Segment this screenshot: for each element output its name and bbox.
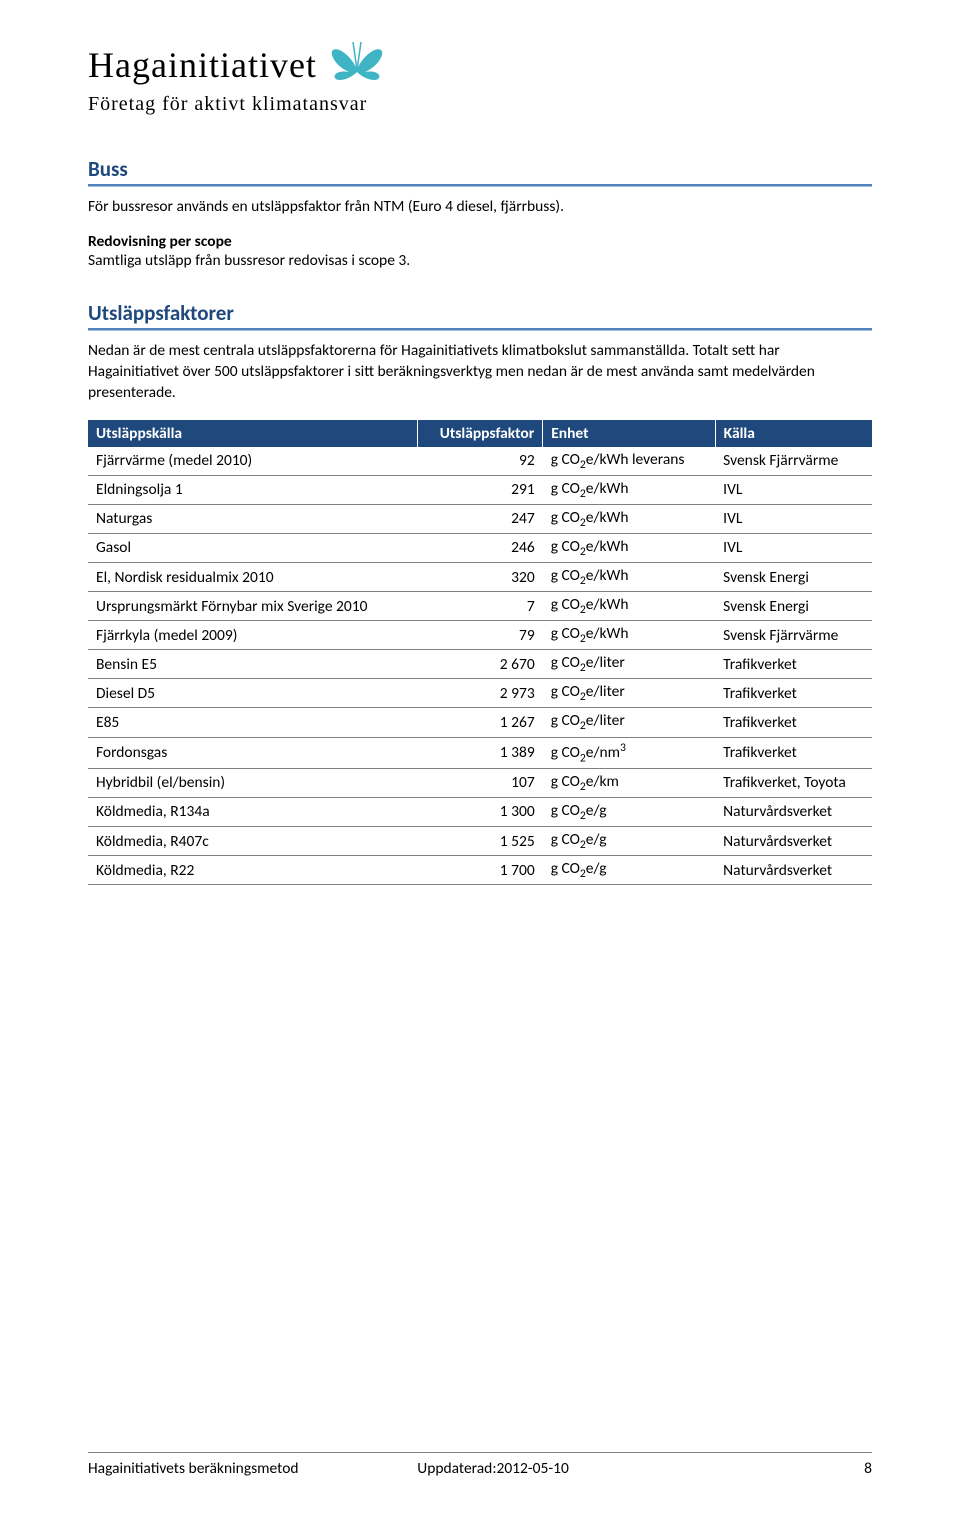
table-row: Köldmedia, R134a1 300g CO2e/gNaturvårdsv… — [88, 797, 872, 826]
table-row: E851 267g CO2e/literTrafikverket — [88, 708, 872, 737]
cell-unit: g CO2e/kWh — [543, 621, 715, 650]
heading-utslapp: Utsläppsfaktorer — [88, 300, 872, 326]
table-row: El, Nordisk residualmix 2010320g CO2e/kW… — [88, 562, 872, 591]
cell-factor: 247 — [417, 504, 542, 533]
table-row: Fordonsgas1 389g CO2e/nm3Trafikverket — [88, 737, 872, 768]
cell-unit: g CO2e/nm3 — [543, 737, 715, 768]
cell-unit: g CO2e/g — [543, 797, 715, 826]
th-factor: Utsläppsfaktor — [417, 420, 542, 447]
cell-source: Eldningsolja 1 — [88, 475, 417, 504]
cell-factor: 1 300 — [417, 797, 542, 826]
utslapp-text: Nedan är de mest centrala utsläppsfaktor… — [88, 341, 872, 404]
cell-factor: 92 — [417, 447, 542, 476]
butterfly-icon — [329, 40, 385, 89]
cell-factor: 1 525 — [417, 826, 542, 855]
cell-source: Köldmedia, R134a — [88, 797, 417, 826]
cell-factor: 291 — [417, 475, 542, 504]
cell-kalla: IVL — [715, 504, 872, 533]
emissions-table: Utsläppskälla Utsläppsfaktor Enhet Källa… — [88, 420, 872, 886]
cell-kalla: Trafikverket — [715, 737, 872, 768]
cell-source: El, Nordisk residualmix 2010 — [88, 562, 417, 591]
cell-unit: g CO2e/g — [543, 826, 715, 855]
cell-factor: 1 700 — [417, 856, 542, 885]
rule-buss — [88, 184, 872, 187]
table-row: Ursprungsmärkt Förnybar mix Sverige 2010… — [88, 592, 872, 621]
cell-kalla: Naturvårdsverket — [715, 826, 872, 855]
table-row: Köldmedia, R221 700g CO2e/gNaturvårdsver… — [88, 856, 872, 885]
logo-block: Hagainitiativet Företag för aktivt klima… — [88, 40, 872, 116]
cell-factor: 320 — [417, 562, 542, 591]
cell-source: Fordonsgas — [88, 737, 417, 768]
table-row: Eldningsolja 1291g CO2e/kWhIVL — [88, 475, 872, 504]
table-header-row: Utsläppskälla Utsläppsfaktor Enhet Källa — [88, 420, 872, 447]
table-row: Naturgas247g CO2e/kWhIVL — [88, 504, 872, 533]
table-row: Bensin E52 670g CO2e/literTrafikverket — [88, 650, 872, 679]
cell-unit: g CO2e/liter — [543, 679, 715, 708]
footer-page: 8 — [715, 1459, 872, 1478]
cell-factor: 2 973 — [417, 679, 542, 708]
logo-name: Hagainitiativet — [88, 44, 317, 86]
cell-unit: g CO2e/kWh — [543, 475, 715, 504]
cell-kalla: Svensk Fjärrvärme — [715, 621, 872, 650]
cell-unit: g CO2e/kWh leverans — [543, 447, 715, 476]
cell-source: Köldmedia, R407c — [88, 826, 417, 855]
cell-source: Diesel D5 — [88, 679, 417, 708]
cell-unit: g CO2e/kWh — [543, 592, 715, 621]
cell-source: E85 — [88, 708, 417, 737]
cell-kalla: Svensk Fjärrvärme — [715, 447, 872, 476]
logo-tagline: Företag för aktivt klimatansvar — [88, 93, 872, 116]
table-row: Gasol246g CO2e/kWhIVL — [88, 533, 872, 562]
cell-unit: g CO2e/liter — [543, 708, 715, 737]
table-row: Fjärrkyla (medel 2009)79g CO2e/kWhSvensk… — [88, 621, 872, 650]
cell-factor: 79 — [417, 621, 542, 650]
cell-source: Gasol — [88, 533, 417, 562]
cell-unit: g CO2e/g — [543, 856, 715, 885]
cell-kalla: Svensk Energi — [715, 562, 872, 591]
heading-buss: Buss — [88, 156, 872, 182]
th-unit: Enhet — [543, 420, 715, 447]
cell-factor: 1 389 — [417, 737, 542, 768]
cell-factor: 246 — [417, 533, 542, 562]
cell-source: Köldmedia, R22 — [88, 856, 417, 885]
cell-unit: g CO2e/liter — [543, 650, 715, 679]
cell-kalla: Naturvårdsverket — [715, 856, 872, 885]
cell-kalla: Trafikverket, Toyota — [715, 768, 872, 797]
footer-mid: Uppdaterad:2012-05-10 — [417, 1459, 715, 1478]
cell-source: Fjärrkyla (medel 2009) — [88, 621, 417, 650]
table-body: Fjärrvärme (medel 2010)92g CO2e/kWh leve… — [88, 447, 872, 885]
cell-unit: g CO2e/kWh — [543, 533, 715, 562]
footer-left: Hagainitiativets beräkningsmetod — [88, 1459, 417, 1478]
cell-kalla: Trafikverket — [715, 679, 872, 708]
table-row: Fjärrvärme (medel 2010)92g CO2e/kWh leve… — [88, 447, 872, 476]
th-kalla: Källa — [715, 420, 872, 447]
cell-unit: g CO2e/kWh — [543, 504, 715, 533]
cell-kalla: Naturvårdsverket — [715, 797, 872, 826]
footer: Hagainitiativets beräkningsmetod Uppdate… — [88, 1452, 872, 1478]
cell-factor: 107 — [417, 768, 542, 797]
cell-source: Naturgas — [88, 504, 417, 533]
cell-source: Ursprungsmärkt Förnybar mix Sverige 2010 — [88, 592, 417, 621]
rule-utslapp — [88, 328, 872, 331]
cell-kalla: Trafikverket — [715, 650, 872, 679]
cell-factor: 1 267 — [417, 708, 542, 737]
page: Hagainitiativet Företag för aktivt klima… — [0, 0, 960, 1518]
table-row: Köldmedia, R407c1 525g CO2e/gNaturvårdsv… — [88, 826, 872, 855]
buss-text2: Samtliga utsläpp från bussresor redovisa… — [88, 251, 872, 272]
th-source: Utsläppskälla — [88, 420, 417, 447]
table-row: Hybridbil (el/bensin)107g CO2e/kmTrafikv… — [88, 768, 872, 797]
cell-source: Fjärrvärme (medel 2010) — [88, 447, 417, 476]
cell-kalla: Trafikverket — [715, 708, 872, 737]
cell-kalla: IVL — [715, 475, 872, 504]
cell-unit: g CO2e/km — [543, 768, 715, 797]
cell-kalla: IVL — [715, 533, 872, 562]
table-row: Diesel D52 973g CO2e/literTrafikverket — [88, 679, 872, 708]
cell-factor: 2 670 — [417, 650, 542, 679]
cell-unit: g CO2e/kWh — [543, 562, 715, 591]
cell-factor: 7 — [417, 592, 542, 621]
cell-kalla: Svensk Energi — [715, 592, 872, 621]
cell-source: Bensin E5 — [88, 650, 417, 679]
cell-source: Hybridbil (el/bensin) — [88, 768, 417, 797]
buss-text1: För bussresor används en utsläppsfaktor … — [88, 197, 872, 218]
buss-sub: Redovisning per scope — [88, 232, 872, 251]
